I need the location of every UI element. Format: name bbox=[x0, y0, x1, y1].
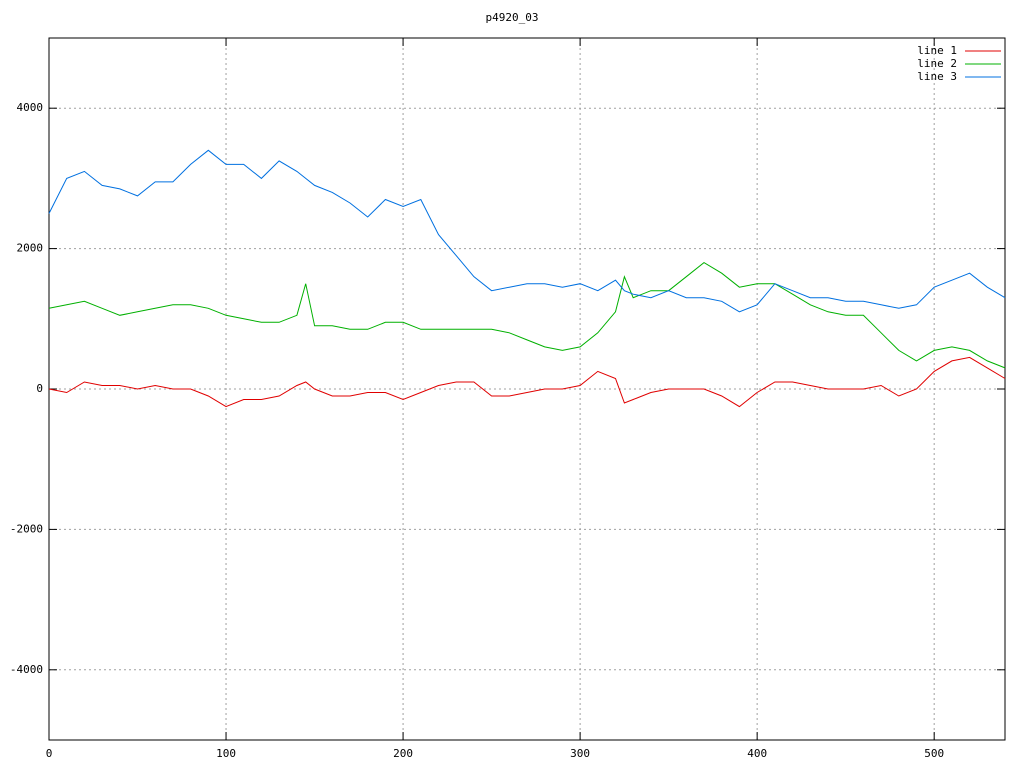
data-line bbox=[48, 149, 1006, 313]
data-line bbox=[48, 261, 1006, 369]
data-line bbox=[48, 356, 1006, 408]
x-tick-label: 100 bbox=[216, 747, 236, 760]
x-tick-label: 500 bbox=[924, 747, 944, 760]
x-tick-label: 0 bbox=[46, 747, 53, 760]
y-tick-label: -4000 bbox=[10, 663, 43, 676]
chart-title: p4920_03 bbox=[486, 11, 539, 24]
legend-label: line 1 bbox=[917, 44, 957, 57]
legend-label: line 2 bbox=[917, 57, 957, 70]
x-tick-label: 300 bbox=[570, 747, 590, 760]
y-tick-label: -2000 bbox=[10, 522, 43, 535]
x-tick-label: 200 bbox=[393, 747, 413, 760]
y-tick-label: 4000 bbox=[17, 101, 44, 114]
x-tick-label: 400 bbox=[747, 747, 767, 760]
y-tick-label: 2000 bbox=[17, 242, 44, 255]
y-tick-label: 0 bbox=[36, 382, 43, 395]
legend-label: line 3 bbox=[917, 70, 957, 83]
